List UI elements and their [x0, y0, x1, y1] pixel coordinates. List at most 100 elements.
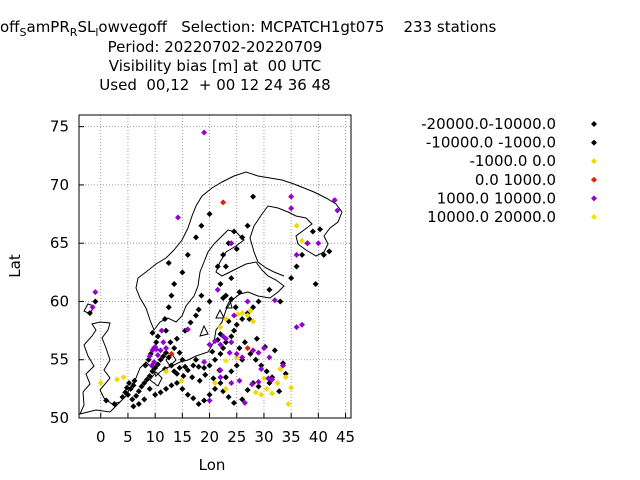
data-point — [222, 385, 229, 392]
data-point — [190, 395, 197, 402]
data-point — [244, 222, 251, 229]
data-point — [152, 391, 159, 398]
data-point — [288, 384, 295, 391]
data-point — [222, 339, 229, 346]
data-point — [175, 214, 182, 221]
data-point — [173, 380, 180, 387]
data-point — [214, 263, 221, 270]
data-point — [236, 289, 243, 296]
data-point — [103, 397, 110, 404]
data-point — [161, 315, 168, 322]
data-point — [165, 354, 172, 361]
data-point — [258, 391, 265, 398]
data-point — [201, 364, 208, 371]
data-point — [250, 318, 257, 325]
data-point — [293, 222, 300, 229]
data-point — [239, 396, 246, 403]
legend-marker — [591, 158, 597, 165]
data-point — [184, 326, 191, 333]
data-point — [146, 385, 153, 392]
data-point — [133, 392, 140, 399]
x-tick-label: 40 — [309, 428, 328, 446]
data-point — [222, 374, 229, 381]
data-point — [320, 251, 327, 258]
data-point — [130, 403, 137, 410]
data-point — [141, 380, 148, 387]
data-point — [214, 286, 221, 293]
data-point — [212, 385, 218, 392]
data-point — [167, 339, 174, 346]
data-point — [212, 338, 218, 345]
data-point — [222, 357, 229, 364]
data-point — [299, 321, 306, 328]
data-point — [217, 380, 224, 387]
data-point — [168, 382, 175, 389]
x-axis-label: Lon — [199, 456, 226, 474]
data-point — [146, 353, 153, 360]
data-point — [154, 333, 161, 340]
data-point — [277, 298, 284, 305]
data-point — [206, 211, 213, 218]
data-point — [154, 352, 161, 359]
title-line-3: Visibility bias [m] at 00 UTC — [108, 57, 322, 75]
data-point — [119, 394, 126, 401]
data-point — [149, 329, 156, 336]
data-point — [331, 197, 338, 204]
data-point — [248, 381, 255, 388]
data-point — [217, 280, 224, 287]
data-point — [138, 383, 145, 390]
data-point — [198, 222, 205, 229]
data-point — [142, 362, 149, 369]
legend-marker — [591, 214, 597, 220]
data-point — [233, 350, 240, 357]
x-tick-label: 15 — [173, 428, 192, 446]
data-point — [255, 378, 262, 385]
data-point — [274, 380, 281, 387]
legend-entry-label: 10000.0 20000.0 — [427, 208, 556, 226]
data-point — [247, 350, 254, 357]
data-point — [233, 246, 240, 253]
data-point — [316, 226, 323, 233]
data-point — [252, 356, 259, 363]
data-point — [92, 298, 99, 305]
data-point — [124, 391, 131, 398]
data-point — [160, 353, 167, 360]
title-line-1-sub2: R — [69, 26, 78, 39]
x-tick-label: 10 — [146, 428, 165, 446]
title-line-1-prefix: off — [0, 18, 20, 36]
data-point — [129, 396, 136, 403]
data-point — [176, 364, 183, 371]
data-point — [232, 304, 239, 311]
data-point — [209, 348, 216, 355]
data-point — [276, 388, 283, 395]
data-point — [250, 193, 257, 200]
y-tick-label: 50 — [50, 409, 69, 427]
legend-entry-label: -20000.0-10000.0 — [421, 115, 556, 133]
data-point — [189, 374, 196, 381]
data-point — [157, 347, 164, 354]
data-point — [220, 199, 227, 206]
data-point — [192, 356, 199, 363]
title-line-1-mid1: amPR — [26, 18, 70, 36]
data-point — [201, 359, 208, 366]
data-point — [144, 376, 150, 383]
y-tick-label: 60 — [50, 292, 69, 310]
plot-frame — [78, 114, 352, 419]
data-point — [293, 263, 300, 270]
data-point — [157, 356, 164, 363]
data-point — [153, 346, 160, 353]
data-point — [228, 296, 235, 303]
data-point — [222, 315, 229, 322]
data-point — [258, 362, 265, 369]
data-point — [239, 310, 246, 317]
data-points — [86, 129, 341, 410]
data-point — [220, 294, 227, 301]
data-point — [158, 327, 165, 334]
data-point — [252, 389, 259, 396]
data-point — [241, 339, 248, 346]
data-point — [206, 341, 213, 348]
data-point — [187, 319, 194, 326]
title-line-1: offSamPRRSLlowvegoff Selection: MCPATCH1… — [0, 18, 496, 42]
data-point — [228, 240, 235, 247]
